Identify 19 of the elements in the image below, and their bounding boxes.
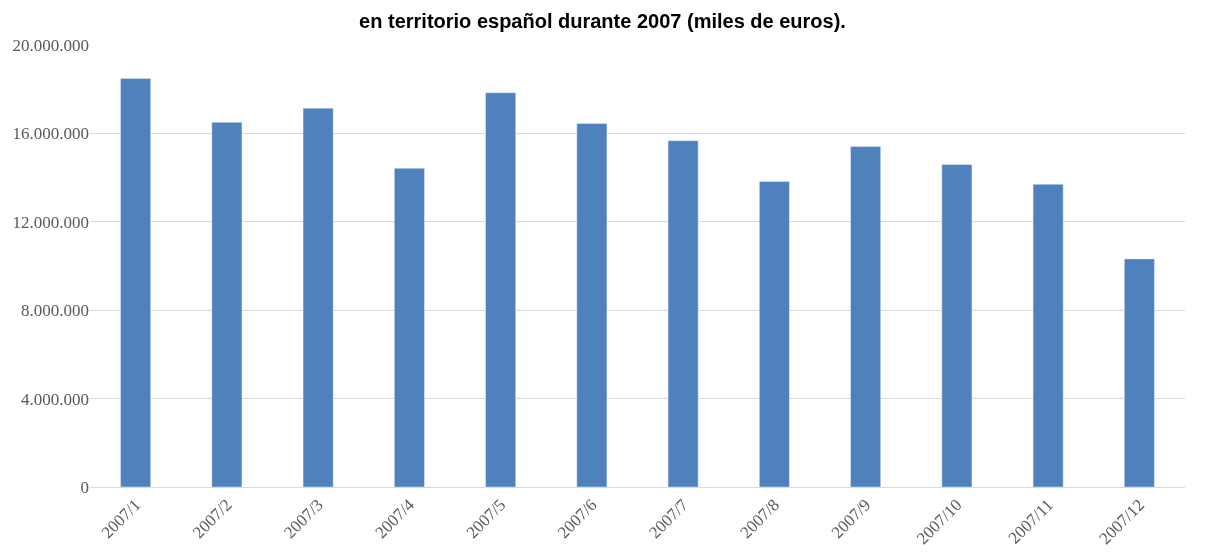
bar: [302, 107, 334, 487]
y-tick-label: 12.000.000: [12, 212, 89, 232]
bar: [394, 168, 425, 487]
bar: [850, 146, 881, 487]
y-tick-label: 0: [80, 477, 89, 497]
bar: [759, 181, 790, 487]
bar: [1124, 258, 1155, 487]
chart-title: en territorio español durante 2007 (miles de euros).: [359, 10, 846, 32]
bar: [667, 140, 699, 487]
y-tick-label: 4.000.000: [21, 389, 89, 409]
y-tick-label: 16.000.000: [12, 124, 89, 144]
y-tick-label: 8.000.000: [21, 301, 89, 321]
y-tick-label: 20.000.000: [12, 35, 89, 55]
bar: [211, 122, 243, 487]
bar: [485, 92, 516, 487]
bar: [1032, 183, 1064, 487]
bar: [120, 78, 151, 487]
bar: [576, 123, 608, 487]
bar: [941, 164, 973, 487]
